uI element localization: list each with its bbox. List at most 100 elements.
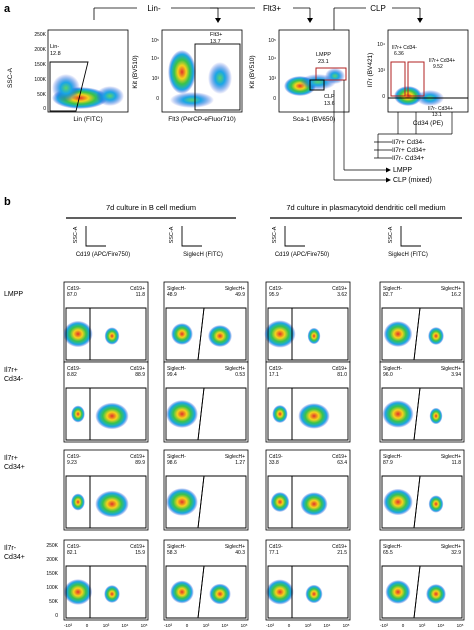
row-label-line: Cd34+ [4, 464, 25, 471]
gate-positive [291, 387, 349, 441]
population-blob [266, 579, 294, 605]
x-tick-label: 10⁴ [324, 623, 331, 628]
culture-plot: SiglecH-48.9 SiglecH+49.9 [163, 281, 249, 363]
svg-text:10⁴: 10⁴ [377, 42, 385, 48]
gate-positive-value: 32.9 [451, 550, 461, 556]
svg-text:10⁵: 10⁵ [151, 38, 159, 44]
gate-positive [291, 565, 349, 619]
population-blob [170, 580, 194, 604]
plot-frame [63, 449, 149, 531]
gate-negative-name: SiglecH- [383, 366, 402, 372]
svg-text:0: 0 [43, 106, 46, 112]
population-blob [95, 402, 129, 430]
gate-positive [197, 565, 247, 619]
gate-negative-name: SiglecH- [167, 454, 186, 460]
culture-plot: Cd19-8.82 Cd19+88.9 [63, 361, 149, 443]
output-il7r-pos-cd34-pos: Il7r+ Cd34+ [392, 147, 426, 154]
culture-plot: Cd19-82.1 Cd19+15.9 [63, 539, 149, 621]
svg-text:100K: 100K [46, 585, 58, 591]
gate-il7r-neg-cd34-pos-value: 13.1 [432, 112, 442, 118]
plot-a3-yticks: 10⁵ 10⁴ 10³ 0 [268, 38, 276, 102]
gate-negative-name: SiglecH- [383, 454, 402, 460]
svg-text:150K: 150K [46, 571, 58, 577]
gate-positive-name: SiglecH+ [225, 544, 245, 550]
population-blob [383, 321, 413, 347]
gate-positive [89, 387, 147, 441]
culture-plot: Cd19-77.1 Cd19+21.5 [265, 539, 351, 621]
svg-text:10³: 10³ [152, 76, 160, 82]
x-tick-label: 10⁴ [222, 623, 229, 628]
population-blob [385, 580, 411, 604]
population-blob [264, 320, 296, 348]
culture-plot: Cd19-87.0 Cd19+11.8 [63, 281, 149, 363]
population-blob [166, 400, 198, 428]
output-il7r-pos-cd34-neg: Il7r+ Cd34- [392, 139, 424, 146]
gate-clp-value: 13.6 [324, 101, 335, 107]
population-blob [429, 407, 443, 425]
plot-a2-yticks: 10⁵ 10⁴ 10³ 0 [151, 38, 159, 102]
svg-text:10³: 10³ [378, 68, 386, 74]
gate-negative-value: 9.23 [67, 460, 77, 466]
output-clp-mixed: CLP (mixed) [393, 177, 432, 184]
gate-clp-name: CLP [324, 94, 335, 100]
panel-b-label: b [4, 196, 11, 208]
population-blob [104, 585, 120, 603]
x-tick-label: 10⁵ [457, 623, 464, 628]
plot-a2-xlabel: Flt3 (PerCP-eFluor710) [168, 116, 236, 123]
gate-positive-value: 21.5 [337, 550, 347, 556]
gate-il7r-pos-cd34-pos-value: 9.52 [433, 64, 443, 70]
gate-positive-value: 3.62 [337, 292, 347, 298]
x-tick-label: 0 [288, 623, 291, 628]
svg-text:200K: 200K [34, 47, 46, 53]
svg-text:SSC-A: SSC-A [73, 226, 79, 243]
row-label: Il7r+ Cd34- [4, 367, 24, 383]
culture-plot: SiglecH-65.5 SiglecH+32.9 [379, 539, 465, 621]
population-blob [383, 488, 413, 516]
culture-header-b-cell: 7d culture in B cell medium [106, 203, 196, 212]
gate-positive-value: 89.9 [135, 460, 145, 466]
culture-plot: Cd19-33.8 Cd19+63.4 [265, 449, 351, 531]
x-tick-label: 10³ [419, 623, 426, 628]
x-tick-label: -10³ [64, 623, 73, 628]
tree-label-flt3: Flt3+ [263, 4, 281, 13]
population-blob [171, 323, 193, 345]
plot-frame [265, 449, 351, 531]
plot-frame [163, 281, 249, 363]
row-label: LMPP [4, 291, 23, 298]
gate-positive-name: Cd19+ [332, 454, 347, 460]
population-blob [71, 493, 85, 511]
population-blob [208, 325, 232, 347]
gate-positive-value: 40.3 [235, 550, 245, 556]
gate-negative-name: Cd19- [67, 454, 81, 460]
gate-positive [413, 565, 463, 619]
svg-text:50K: 50K [49, 599, 59, 605]
population-blob [305, 584, 323, 604]
gate-il7r-neg-cd34-pos-name: Il7r- Cd34+ [428, 106, 453, 112]
plot-frame [163, 539, 249, 621]
gate-positive-name: SiglecH+ [225, 366, 245, 372]
svg-text:0: 0 [382, 94, 385, 100]
gate-lmpp-value: 23.1 [318, 59, 329, 65]
svg-text:SSC-A: SSC-A [169, 226, 175, 243]
gate-positive-value: 16.2 [451, 292, 461, 298]
svg-text:0: 0 [273, 96, 276, 102]
culture-plot: Cd19-17.1 Cd19+81.0 [265, 361, 351, 443]
plot-a4-yticks: 10⁴ 10³ 0 [377, 42, 385, 100]
gate-positive [89, 307, 147, 361]
gate-positive [291, 475, 349, 529]
svg-text:SSC-A: SSC-A [388, 226, 394, 243]
sorted-populations: Il7r+ Cd34- Il7r+ Cd34+ Il7r- Cd34+ LMPP… [333, 80, 453, 184]
x-tick-label: -10³ [380, 623, 389, 628]
gate-negative-value: 82.7 [383, 292, 393, 298]
row-label-line: Il7r- [4, 545, 17, 552]
gate-positive [197, 307, 247, 361]
gate-positive-name: Cd19+ [130, 366, 145, 372]
x-tick-label: 10³ [305, 623, 312, 628]
x-tick-label: 0 [186, 623, 189, 628]
gate-negative-value: 87.9 [383, 460, 393, 466]
x-tick-label: 10⁵ [141, 623, 148, 628]
svg-text:10⁵: 10⁵ [268, 38, 276, 44]
plot-a2-ylabel: Kit (BV510) [132, 55, 139, 88]
gate-negative-name: SiglecH- [383, 544, 402, 550]
gate-positive-name: Cd19+ [130, 544, 145, 550]
